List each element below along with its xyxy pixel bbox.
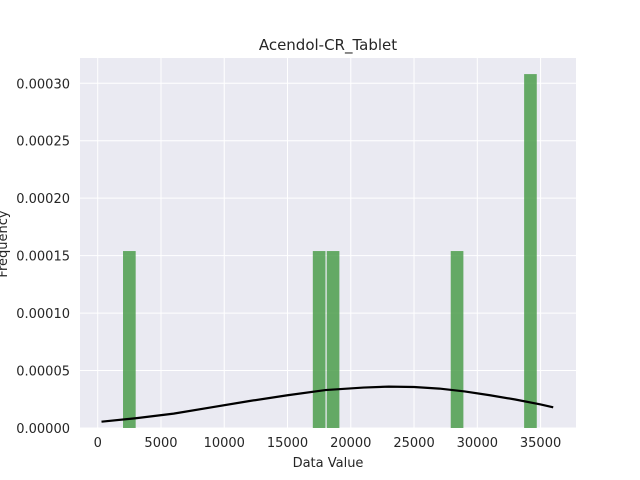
chart-title: Acendol-CR_Tablet	[259, 36, 397, 55]
y-tick-label: 0.00005	[16, 365, 70, 380]
y-tick-label: 0.00015	[16, 250, 70, 265]
x-axis-ticks: 0 5000 10000 15000 20000 25000 30000 35000	[94, 436, 562, 451]
histogram-bar	[450, 251, 464, 428]
x-tick-label: 25000	[393, 436, 434, 451]
y-tick-label: 0.00010	[16, 307, 70, 322]
x-tick-label: 20000	[330, 436, 371, 451]
y-axis-label: Frequency	[0, 210, 11, 277]
y-tick-label: 0.00030	[16, 77, 70, 92]
y-tick-label: 0.00020	[16, 192, 70, 207]
y-tick-label: 0.00000	[16, 422, 70, 437]
histogram-bar	[326, 251, 340, 428]
bars	[123, 74, 537, 428]
density-curve	[101, 385, 554, 423]
x-tick-label: 5000	[144, 436, 177, 451]
x-tick-label: 15000	[267, 436, 308, 451]
x-tick-label: 30000	[457, 436, 498, 451]
y-tick-label: 0.00025	[16, 135, 70, 150]
y-axis-ticks: 0.00000 0.00005 0.00010 0.00015 0.00020 0.000…	[16, 77, 70, 437]
x-axis-label: Data Value	[293, 456, 364, 471]
x-tick-label: 10000	[204, 436, 245, 451]
x-tick-label: 35000	[520, 436, 561, 451]
x-tick-label: 0	[94, 436, 102, 451]
histogram-bar	[123, 251, 136, 428]
histogram-bar	[312, 251, 326, 428]
histogram-bar	[524, 74, 537, 428]
